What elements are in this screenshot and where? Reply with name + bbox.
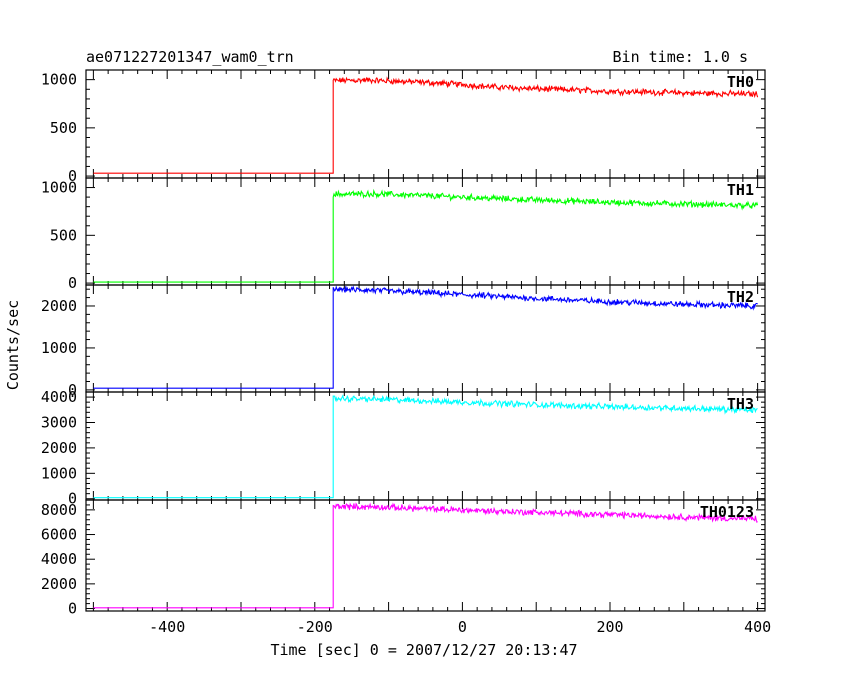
y-axis-label: Counts/sec: [4, 300, 22, 390]
panel-label-TH2: TH2: [727, 288, 754, 306]
y-tick-label-TH2: 0: [68, 381, 77, 399]
y-tick-label-TH3: 3000: [41, 413, 77, 431]
y-tick-label-TH3: 0: [68, 490, 77, 508]
panel-frame-TH0: [85, 69, 766, 179]
x-tick-label: -200: [297, 618, 333, 636]
bin-time-label: Bin time: 1.0 s: [613, 48, 748, 66]
x-tick-label: -400: [149, 618, 185, 636]
y-tick-label-TH1: 500: [50, 226, 77, 244]
y-tick-label-TH0123: 4000: [41, 550, 77, 568]
panel-frame-TH0123: [85, 499, 766, 612]
y-tick-label-TH0123: 8000: [41, 501, 77, 519]
x-tick-label: 200: [596, 618, 623, 636]
chart-title: ae071227201347_wam0_trn: [86, 48, 294, 66]
x-tick-label: 0: [458, 618, 467, 636]
y-tick-label-TH2: 2000: [41, 297, 77, 315]
y-tick-label-TH3: 2000: [41, 439, 77, 457]
panel-label-TH1: TH1: [727, 181, 754, 199]
y-tick-label-TH2: 1000: [41, 339, 77, 357]
series-line-TH0: [93, 76, 759, 174]
y-tick-label-TH0: 500: [50, 119, 77, 137]
y-tick-label-TH0: 1000: [41, 71, 77, 89]
y-tick-label-TH3: 1000: [41, 464, 77, 482]
y-tick-label-TH0123: 0: [68, 600, 77, 618]
y-tick-label-TH0: 0: [68, 167, 77, 185]
y-tick-label-TH0123: 2000: [41, 575, 77, 593]
y-tick-label-TH3: 4000: [41, 388, 77, 406]
y-tick-label-TH0123: 6000: [41, 526, 77, 544]
x-tick-label: 400: [744, 618, 771, 636]
panel-frame-TH2: [85, 284, 766, 393]
series-line-TH0123: [93, 502, 758, 609]
series-line-TH2: [93, 285, 758, 389]
y-tick-label-TH1: 0: [68, 274, 77, 292]
series-line-TH3: [93, 394, 758, 499]
x-axis-label: Time [sec] 0 = 2007/12/27 20:13:47: [270, 641, 577, 659]
panel-label-TH0123: TH0123: [700, 503, 754, 521]
panel-label-TH0: TH0: [727, 73, 754, 91]
y-tick-label-TH1: 1000: [41, 179, 77, 197]
series-line-TH1: [93, 188, 759, 283]
panel-label-TH3: TH3: [727, 395, 754, 413]
